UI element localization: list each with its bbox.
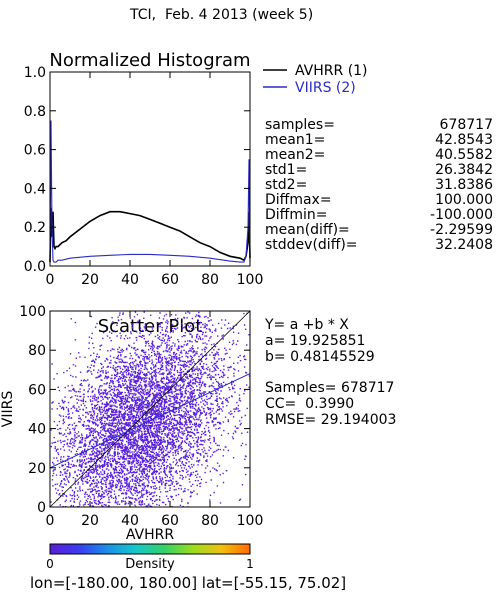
stat-row: std2= 31.8386 — [265, 178, 493, 193]
histogram-ytick-label: 1.0 — [24, 65, 46, 81]
stat-row: mean(diff)= -2.29599 — [265, 223, 493, 238]
scatter-xtick-label: 40 — [121, 513, 139, 529]
scatter-ytick-label: 40 — [28, 422, 46, 438]
scatter-title: Scatter Plot — [98, 316, 203, 337]
stat-row: std1= 26.3842 — [265, 163, 493, 178]
page-title: TCI, Feb. 4 2013 (week 5) — [130, 7, 314, 23]
histogram-chart: Normalized Histogram 0 20 40 60 80 100 0.0 0.2 0… — [24, 50, 264, 288]
histogram-xtick-label: 100 — [237, 272, 264, 288]
histogram-series-2 — [49, 120, 251, 263]
histogram-ytick-label: 0.4 — [24, 181, 46, 197]
stat-value: 32.2408 — [435, 237, 493, 253]
density-colorbar: 0 Density 1 — [46, 543, 254, 572]
scatter-xtick-label: 60 — [161, 513, 179, 529]
stat-row: samples= 678717 — [265, 118, 493, 133]
histogram-xtick-label: 60 — [161, 272, 179, 288]
stats-panel: samples= 678717 mean1= 42.8543 mean2= 40.5582… — [265, 118, 493, 253]
histogram-xtick-label: 80 — [201, 272, 219, 288]
regression-b: b= 0.48145529 — [265, 349, 375, 365]
stat-key: samples= — [265, 117, 335, 133]
histogram-ytick-label: 0.0 — [24, 259, 46, 275]
stat-row: Diffmin= -100.000 — [265, 208, 493, 223]
stat-value: 26.3842 — [435, 162, 493, 178]
scatter-identity-line — [50, 311, 250, 507]
stat-value: -100.000 — [430, 207, 493, 223]
colorbar-min-label: 0 — [46, 557, 54, 571]
histogram-ytick-label: 0.8 — [24, 104, 46, 120]
footer-bounds: lon=[-180.00, 180.00] lat=[-55.15, 75.02… — [30, 574, 347, 592]
stat-value: 100.000 — [435, 192, 493, 208]
regression-a: a= 19.925851 — [265, 333, 366, 349]
stat-key: std1= — [265, 162, 308, 178]
stat-value: 31.8386 — [435, 177, 493, 193]
scatter-ytick-label: 0 — [37, 500, 46, 516]
scatter-regression-line — [50, 373, 250, 469]
scatter-ytick-label: 20 — [28, 461, 46, 477]
histogram-xtick-label: 0 — [46, 272, 55, 288]
scatter-ytick-label: 60 — [28, 382, 46, 398]
stat-key: Diffmax= — [265, 192, 332, 208]
histogram-xtick-label: 20 — [81, 272, 99, 288]
stat-key: stddev(diff)= — [265, 237, 358, 253]
histogram-ytick-label: 0.2 — [24, 220, 46, 236]
stat-key: Diffmin= — [265, 207, 328, 223]
stat-row: mean1= 42.8543 — [265, 133, 493, 148]
stat-value: -2.29599 — [430, 222, 493, 238]
scatter-xtick-label: 0 — [46, 513, 55, 529]
colorbar-gradient — [49, 543, 251, 555]
scatter-ytick-label: 80 — [28, 343, 46, 359]
histogram-legend: AVHRR (1)VIIRS (2) — [263, 63, 368, 96]
stat-row: Diffmax= 100.000 — [265, 193, 493, 208]
legend-label-2: VIIRS (2) — [295, 80, 356, 96]
scatter-frame — [49, 310, 251, 508]
regression-rmse: RMSE= 29.194003 — [265, 412, 397, 428]
histogram-series-1 — [49, 207, 251, 263]
scatter-xtick-label: 100 — [237, 513, 264, 529]
legend-label-1: AVHRR (1) — [295, 63, 368, 79]
histogram-xtick-label: 40 — [121, 272, 139, 288]
stat-row: stddev(diff)= 32.2408 — [265, 238, 493, 253]
stat-value: 40.5582 — [435, 147, 493, 163]
regression-cc: CC= 0.3990 — [265, 396, 355, 412]
stat-key: std2= — [265, 177, 308, 193]
histogram-title: Normalized Histogram — [49, 50, 250, 71]
scatter-points — [50, 311, 250, 507]
regression-equation: Y= a +b * X — [265, 317, 349, 333]
scatter-chart: Scatter Plot 0 20 40 60 80 100 0 20 40 60 80 100 AV… — [0, 304, 263, 543]
stat-key: mean2= — [265, 147, 326, 163]
scatter-ytick-label: 100 — [19, 304, 46, 320]
stat-key: mean(diff)= — [265, 222, 350, 238]
regression-samples: Samples= 678717 — [265, 380, 395, 396]
histogram-frame — [49, 71, 251, 267]
stat-value: 42.8543 — [435, 132, 493, 148]
stat-value: 678717 — [439, 117, 493, 133]
scatter-ylabel: VIIRS — [0, 391, 16, 428]
colorbar-max-label: 1 — [246, 557, 254, 571]
scatter-xlabel: AVHRR — [126, 527, 175, 543]
colorbar-label: Density — [125, 557, 175, 572]
stat-row: mean2= 40.5582 — [265, 148, 493, 163]
stat-key: mean1= — [265, 132, 326, 148]
histogram-ytick-label: 0.6 — [24, 143, 46, 159]
scatter-xtick-label: 20 — [81, 513, 99, 529]
scatter-xtick-label: 80 — [201, 513, 219, 529]
